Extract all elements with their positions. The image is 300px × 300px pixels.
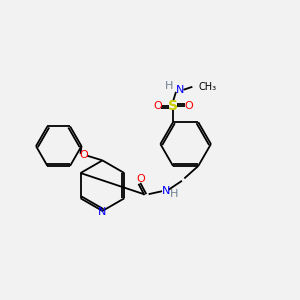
- Text: O: O: [80, 150, 88, 160]
- Text: O: O: [136, 174, 145, 184]
- Text: H: H: [165, 81, 174, 91]
- Text: N: N: [98, 207, 106, 218]
- Text: CH₃: CH₃: [199, 82, 217, 92]
- Text: N: N: [176, 85, 185, 95]
- Text: H: H: [170, 189, 179, 199]
- Text: S: S: [168, 99, 178, 113]
- Text: O: O: [184, 101, 193, 111]
- Text: O: O: [153, 101, 162, 111]
- Text: N: N: [161, 186, 170, 196]
